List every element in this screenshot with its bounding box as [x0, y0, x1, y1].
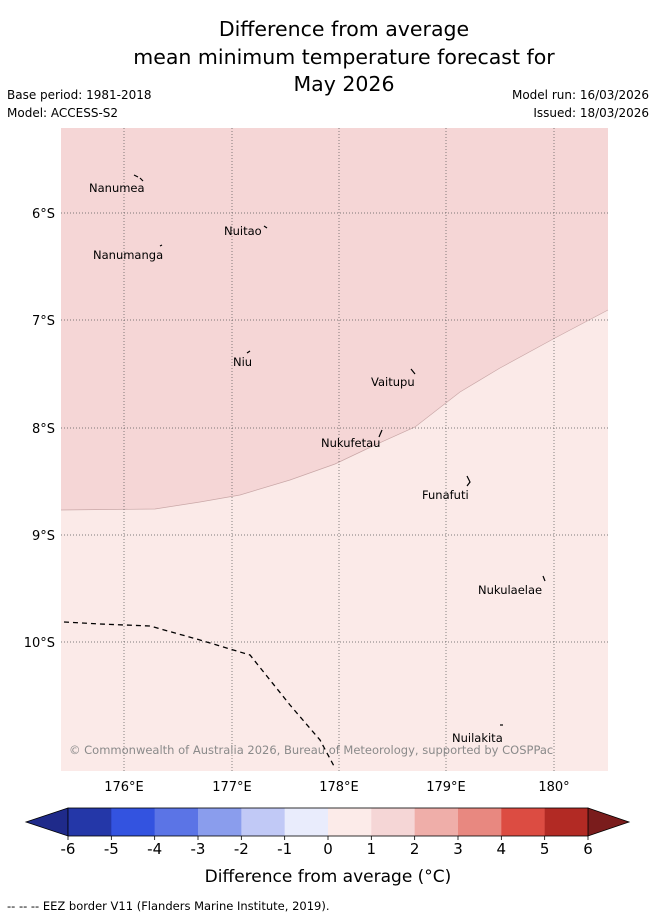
- lon-label-180: 180°: [538, 780, 569, 795]
- colorbar-tick-label: -1: [277, 840, 292, 858]
- place-label-nanumea: Nanumea: [89, 181, 145, 195]
- model-run: Model run: 16/03/2026: [511, 88, 649, 102]
- place-label-niu: Niu: [233, 355, 252, 369]
- colorbar-segment: [284, 808, 329, 836]
- island-nukufetau: [378, 429, 383, 438]
- island-vaitupu: [410, 368, 416, 375]
- place-label-nuitao: Nuitao: [224, 224, 262, 238]
- colorbar-tick-label: 5: [540, 840, 550, 858]
- eez-legend: -- -- -- EEZ border V11 (Flanders Marine…: [7, 899, 330, 913]
- colorbar-segment: [414, 808, 459, 836]
- lon-label-177e: 177°E: [212, 780, 252, 795]
- colorbar-segment: [111, 808, 155, 836]
- lat-label-7s: 7°S: [32, 314, 55, 329]
- island-funafuti: [466, 475, 471, 487]
- eez-border-line: [63, 621, 336, 769]
- colorbar-segment: [544, 808, 589, 836]
- colorbar-tick-label: 4: [497, 840, 507, 858]
- place-label-nukulaelae: Nukulaelae: [478, 583, 542, 597]
- colorbar-tick-label: 6: [583, 840, 593, 858]
- place-label-funafuti: Funafuti: [422, 488, 469, 502]
- lat-label-6s: 6°S: [32, 207, 55, 222]
- place-label-nanumanga: Nanumanga: [93, 248, 163, 262]
- lon-label-179e: 179°E: [426, 780, 466, 795]
- colorbar-segment: [458, 808, 502, 836]
- lon-label-178e: 178°E: [319, 780, 359, 795]
- colorbar-segment: [154, 808, 199, 836]
- model-name: Model: ACCESS-S2: [7, 106, 119, 120]
- lat-label-10s: 10°S: [24, 636, 55, 651]
- colorbar: -6 -5 -4 -3 -2 -1 0 1 2 3 4 5 6: [24, 807, 631, 858]
- colorbar-segment: [328, 808, 372, 836]
- base-period: Base period: 1981-2018: [7, 88, 152, 102]
- lon-label-176e: 176°E: [104, 780, 144, 795]
- place-label-nukufetau: Nukufetau: [321, 436, 380, 450]
- graticule: [61, 128, 608, 771]
- place-label-vaitupu: Vaitupu: [371, 375, 415, 389]
- colorbar-under-arrow: [24, 807, 69, 837]
- colorbar-tick-label: -4: [147, 840, 162, 858]
- island-nanumanga: [159, 244, 163, 247]
- colorbar-tick-label: 1: [367, 840, 377, 858]
- island-nanumea: [133, 174, 144, 182]
- colorbar-label: Difference from average (°C): [205, 867, 452, 887]
- anomaly-contour: [60, 309, 609, 511]
- island-nukulaelae: [542, 575, 546, 582]
- island-nuitao: [263, 225, 268, 229]
- colorbar-tick-label: 2: [410, 840, 420, 858]
- colorbar-over-arrow: [587, 807, 631, 837]
- colorbar-segment: [371, 808, 415, 836]
- title-line-3: May 2026: [293, 72, 395, 96]
- anomaly-zone-1-2: [61, 128, 608, 510]
- colorbar-tick-label: -3: [191, 840, 206, 858]
- lat-label-9s: 9°S: [32, 529, 55, 544]
- island-niu: [246, 350, 251, 354]
- issued-date: Issued: 18/03/2026: [533, 106, 649, 120]
- colorbar-tick-label: -6: [61, 840, 76, 858]
- lat-label-8s: 8°S: [32, 422, 55, 437]
- colorbar-tick-label: -2: [234, 840, 249, 858]
- place-label-nuilakita: Nuilakita: [452, 731, 503, 745]
- colorbar-segment: [198, 808, 242, 836]
- colorbar-tick-label: 0: [323, 840, 333, 858]
- colorbar-tick-label: -5: [104, 840, 119, 858]
- title-line-1: Difference from average: [218, 17, 470, 41]
- colorbar-segment: [501, 808, 545, 836]
- copyright-text: © Commonwealth of Australia 2026, Bureau…: [69, 743, 553, 757]
- islands: [133, 174, 546, 726]
- colorbar-segment: [241, 808, 285, 836]
- colorbar-tick-label: 3: [453, 840, 463, 858]
- title-line-2: mean minimum temperature forecast for: [133, 44, 555, 69]
- colorbar-segment: [68, 808, 112, 836]
- page-title: Difference from average mean minimum tem…: [0, 16, 655, 99]
